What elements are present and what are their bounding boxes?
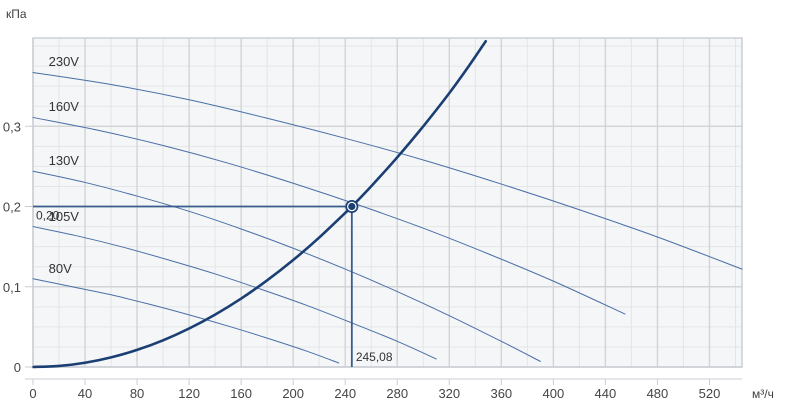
y-axis-tick-label: 0,2 (3, 200, 21, 215)
x-axis-tick-label: 40 (78, 386, 92, 401)
operating-point-ring (347, 201, 357, 212)
curve-130v (32, 170, 541, 362)
x-axis-tick-label: 0 (29, 386, 36, 401)
curve-system-curve (31, 39, 488, 369)
series-label-160v: 160V (49, 99, 80, 114)
y-axis-unit-label: кПа (6, 7, 27, 21)
x-axis-tick-label: 440 (595, 386, 617, 401)
x-axis-tick-label: 240 (334, 386, 356, 401)
x-axis-tick-label: 120 (178, 386, 200, 401)
x-axis-tick-label: 520 (699, 386, 721, 401)
axes: 0 40 80 120 160 200 240 280 320 360 400 440 480 520 0 0… (3, 119, 742, 401)
series-label-80v: 80V (49, 261, 72, 276)
series-label-105v: 105V (49, 209, 80, 224)
operating-point-y-label: 0,20 (36, 209, 60, 223)
plot-background (33, 38, 742, 367)
y-axis-tick-label: 0 (14, 360, 21, 375)
x-axis-tick-label: 480 (647, 386, 669, 401)
y-axis-tick-label: 0,3 (3, 119, 21, 134)
series-group (31, 39, 743, 369)
y-axis-tick-label: 0,1 (3, 280, 21, 295)
x-axis-tick-label: 320 (438, 386, 460, 401)
x-axis-tick-label: 280 (386, 386, 408, 401)
x-axis-tick-label: 80 (130, 386, 144, 401)
curve-160v (32, 116, 626, 315)
x-axis-tick-label: 200 (282, 386, 304, 401)
x-axis-tick-label: 400 (543, 386, 565, 401)
x-axis-tick-label: 160 (230, 386, 252, 401)
operating-point-marker[interactable] (345, 200, 359, 214)
operating-point-annotations: 245,08 0,20 (36, 209, 393, 364)
series-label-130v: 130V (49, 153, 80, 168)
x-axis-tick-label: 360 (490, 386, 512, 401)
operating-point-guides (33, 205, 353, 367)
operating-point-x-label: 245,08 (356, 350, 393, 364)
curve-80v (32, 278, 340, 364)
plot-border (32, 37, 743, 368)
series-label-230v: 230V (49, 54, 80, 69)
curve-105v (32, 226, 437, 360)
series-labels: 230V 160V 130V 105V 80V (49, 54, 80, 276)
x-axis-unit-label: м³/ч (752, 387, 774, 401)
